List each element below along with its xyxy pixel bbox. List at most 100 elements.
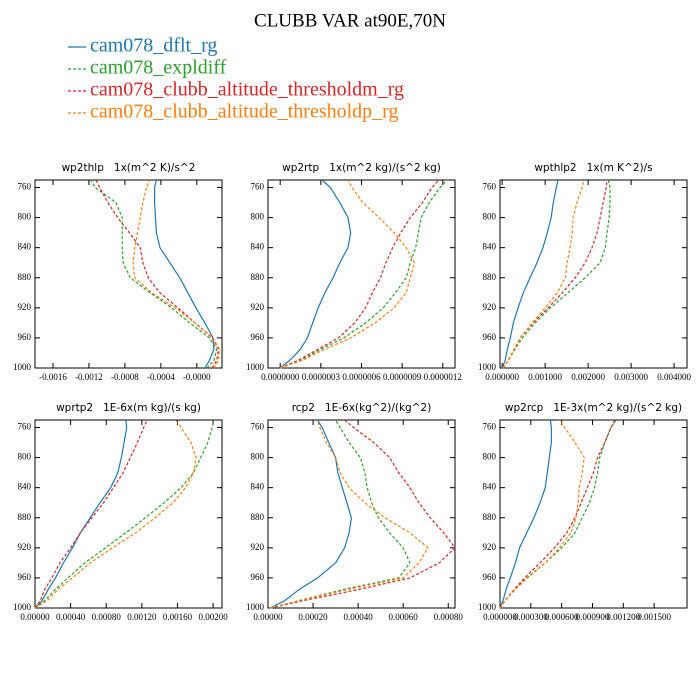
x-tick-label: 0.00040 bbox=[56, 612, 86, 622]
y-tick-label: 760 bbox=[18, 182, 32, 192]
x-tick-label: 0.00000 bbox=[253, 612, 283, 622]
y-tick-label: 920 bbox=[18, 302, 32, 312]
y-tick-label: 760 bbox=[251, 422, 265, 432]
plot-frame bbox=[34, 179, 223, 369]
y-tick-label: 1000 bbox=[246, 362, 265, 372]
x-tick-label: 0.00080 bbox=[92, 612, 122, 622]
x-tick-label: 0.000600 bbox=[545, 612, 579, 622]
y-tick-label: 1000 bbox=[13, 602, 32, 612]
series-line bbox=[279, 179, 440, 369]
panel-title: wp2thlp 1x(m^2 K)/s^2 bbox=[62, 162, 196, 174]
x-tick-label: 0.000900 bbox=[576, 612, 610, 622]
y-tick-label: 1000 bbox=[13, 362, 32, 372]
x-tick-label: 0.00200 bbox=[198, 612, 228, 622]
y-tick-label: 880 bbox=[251, 512, 265, 522]
series-line bbox=[502, 179, 585, 369]
y-tick-label: 920 bbox=[18, 542, 32, 552]
y-tick-label: 960 bbox=[251, 332, 265, 342]
y-tick-label: 800 bbox=[251, 452, 265, 462]
x-tick-label: -0.0016 bbox=[39, 372, 67, 382]
series-line bbox=[279, 179, 448, 369]
y-tick-label: 760 bbox=[251, 182, 265, 192]
y-tick-label: 800 bbox=[483, 212, 497, 222]
y-tick-label: 840 bbox=[251, 242, 265, 252]
y-tick-label: 840 bbox=[483, 482, 497, 492]
x-tick-label: 0.00060 bbox=[389, 612, 419, 622]
legend-label: cam078_clubb_altitude_thresholdp_rg bbox=[90, 101, 398, 123]
series-line bbox=[280, 179, 415, 369]
y-tick-label: 880 bbox=[483, 512, 497, 522]
y-tick-label: 960 bbox=[483, 572, 497, 582]
y-tick-label: 760 bbox=[483, 422, 497, 432]
series-line bbox=[499, 419, 617, 609]
series-line bbox=[499, 419, 585, 609]
series-line bbox=[502, 179, 611, 369]
y-tick-label: 840 bbox=[18, 482, 32, 492]
x-tick-label: -0.0000 bbox=[183, 372, 211, 382]
y-tick-label: 960 bbox=[18, 332, 32, 342]
x-tick-label: 0.001500 bbox=[637, 612, 671, 622]
series-line bbox=[34, 419, 128, 609]
y-tick-label: 1000 bbox=[478, 362, 497, 372]
y-tick-label: 880 bbox=[18, 512, 32, 522]
series-line bbox=[34, 419, 148, 609]
series-line bbox=[90, 179, 218, 369]
x-tick-label: 0.000000 bbox=[485, 372, 519, 382]
y-tick-label: 880 bbox=[251, 272, 265, 282]
series-line bbox=[34, 419, 197, 609]
chart-title: CLUBB VAR at90E,70N bbox=[254, 10, 446, 31]
y-tick-label: 840 bbox=[483, 242, 497, 252]
x-tick-label: 0.00000 bbox=[20, 612, 50, 622]
series-line bbox=[499, 419, 552, 609]
x-tick-label: 0.00040 bbox=[343, 612, 373, 622]
series-line bbox=[499, 419, 616, 609]
plot-frame bbox=[34, 419, 223, 609]
legend-label: cam078_expldiff bbox=[90, 57, 227, 79]
x-tick-label: 0.00020 bbox=[298, 612, 328, 622]
x-tick-label: 0.0000012 bbox=[424, 372, 462, 382]
y-tick-label: 920 bbox=[483, 302, 497, 312]
panel-title: wprtp2 1E-6x(m kg)/(s kg) bbox=[56, 402, 201, 414]
y-tick-label: 960 bbox=[251, 572, 265, 582]
y-tick-label: 960 bbox=[18, 572, 32, 582]
plot-frame bbox=[267, 419, 456, 609]
x-tick-label: -0.0004 bbox=[147, 372, 175, 382]
y-tick-label: 1000 bbox=[478, 602, 497, 612]
y-tick-label: 960 bbox=[483, 332, 497, 342]
series-line bbox=[270, 419, 411, 609]
series-line bbox=[270, 419, 429, 609]
y-tick-label: 800 bbox=[483, 452, 497, 462]
y-tick-label: 1000 bbox=[246, 602, 265, 612]
y-tick-label: 760 bbox=[483, 182, 497, 192]
series-line bbox=[132, 179, 220, 369]
x-tick-label: 0.002000 bbox=[571, 372, 605, 382]
x-tick-label: 0.00160 bbox=[163, 612, 193, 622]
panel-title: rcp2 1E-6x(kg^2)/(kg^2) bbox=[292, 402, 432, 414]
x-tick-label: 0.0000009 bbox=[383, 372, 422, 382]
y-tick-label: 800 bbox=[251, 212, 265, 222]
y-tick-label: 800 bbox=[18, 452, 32, 462]
series-line bbox=[34, 419, 215, 609]
legend-label: cam078_dflt_rg bbox=[90, 35, 217, 57]
x-tick-label: 0.0000000 bbox=[261, 372, 300, 382]
y-tick-label: 800 bbox=[18, 212, 32, 222]
x-tick-label: 0.003000 bbox=[614, 372, 648, 382]
y-tick-label: 880 bbox=[18, 272, 32, 282]
series-line bbox=[501, 179, 559, 369]
x-tick-label: -0.0012 bbox=[75, 372, 103, 382]
y-tick-label: 920 bbox=[251, 542, 265, 552]
x-tick-label: -0.0008 bbox=[111, 372, 139, 382]
x-tick-label: 0.001200 bbox=[606, 612, 640, 622]
y-tick-label: 760 bbox=[18, 422, 32, 432]
x-tick-label: 0.000300 bbox=[514, 612, 548, 622]
panel-title: wpthlp2 1x(m K^2)/s bbox=[534, 162, 652, 174]
series-line bbox=[95, 179, 220, 369]
x-tick-label: 0.001000 bbox=[528, 372, 562, 382]
x-tick-label: 0.000000 bbox=[483, 612, 517, 622]
y-tick-label: 840 bbox=[251, 482, 265, 492]
series-line bbox=[270, 419, 456, 609]
y-tick-label: 920 bbox=[251, 302, 265, 312]
y-tick-label: 880 bbox=[483, 272, 497, 282]
x-tick-label: 0.00120 bbox=[127, 612, 157, 622]
